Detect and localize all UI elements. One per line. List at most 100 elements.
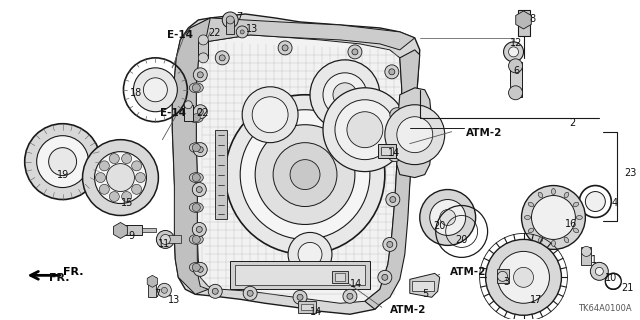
Bar <box>301 304 313 310</box>
Text: 11: 11 <box>158 239 171 249</box>
Ellipse shape <box>189 235 204 244</box>
Bar <box>120 226 143 236</box>
Circle shape <box>240 110 370 239</box>
Circle shape <box>440 210 456 226</box>
Circle shape <box>392 152 398 158</box>
Circle shape <box>595 268 604 275</box>
Circle shape <box>99 184 109 194</box>
Bar <box>509 62 522 97</box>
Circle shape <box>197 72 204 78</box>
Text: 8: 8 <box>529 14 536 24</box>
Circle shape <box>197 147 204 153</box>
Circle shape <box>192 173 200 181</box>
Circle shape <box>352 49 358 55</box>
Circle shape <box>192 183 206 196</box>
Circle shape <box>509 59 522 73</box>
Circle shape <box>132 161 141 171</box>
Text: 2: 2 <box>570 118 575 128</box>
Text: 3: 3 <box>504 277 509 287</box>
Text: 14: 14 <box>388 148 400 158</box>
Polygon shape <box>172 14 420 314</box>
Text: E-14: E-14 <box>168 30 193 40</box>
Circle shape <box>242 87 298 143</box>
Circle shape <box>581 246 591 256</box>
Bar <box>230 261 370 289</box>
Ellipse shape <box>573 228 579 233</box>
Polygon shape <box>172 18 211 294</box>
Ellipse shape <box>189 83 204 93</box>
Bar <box>518 10 529 36</box>
Circle shape <box>212 288 218 294</box>
Circle shape <box>196 227 202 232</box>
Polygon shape <box>147 275 157 287</box>
Circle shape <box>215 51 229 65</box>
Text: 19: 19 <box>56 170 69 180</box>
Circle shape <box>198 35 208 45</box>
Bar <box>412 281 434 291</box>
Circle shape <box>143 78 168 102</box>
Circle shape <box>429 200 466 236</box>
Polygon shape <box>113 222 127 238</box>
Bar <box>198 40 208 58</box>
Circle shape <box>586 192 605 212</box>
Polygon shape <box>196 35 402 303</box>
Text: 9: 9 <box>129 231 134 242</box>
Circle shape <box>255 125 355 224</box>
Circle shape <box>109 154 119 164</box>
Circle shape <box>192 263 200 271</box>
Bar <box>148 277 156 297</box>
Circle shape <box>243 286 257 300</box>
Polygon shape <box>410 273 440 297</box>
Circle shape <box>509 47 518 57</box>
Bar <box>335 273 345 281</box>
Circle shape <box>394 112 400 118</box>
Text: 13: 13 <box>168 295 180 305</box>
Text: 5: 5 <box>422 289 428 299</box>
Ellipse shape <box>564 237 569 243</box>
Text: 14: 14 <box>310 307 323 317</box>
Circle shape <box>288 232 332 276</box>
Ellipse shape <box>189 113 204 123</box>
Circle shape <box>335 100 395 160</box>
Circle shape <box>389 69 395 75</box>
Bar <box>165 236 181 244</box>
Ellipse shape <box>189 203 204 212</box>
Bar <box>236 265 365 285</box>
Circle shape <box>504 42 524 62</box>
Circle shape <box>240 30 244 34</box>
Bar <box>298 301 316 313</box>
Circle shape <box>298 243 322 266</box>
Circle shape <box>49 148 77 176</box>
Polygon shape <box>397 88 432 178</box>
Circle shape <box>497 271 508 281</box>
Circle shape <box>156 230 174 248</box>
Circle shape <box>348 45 362 59</box>
Text: ATM-2: ATM-2 <box>450 268 486 277</box>
Circle shape <box>531 196 575 239</box>
Text: FR.: FR. <box>49 273 69 283</box>
Bar <box>497 269 509 283</box>
Bar <box>378 144 396 158</box>
Circle shape <box>278 41 292 55</box>
Circle shape <box>236 26 248 38</box>
Circle shape <box>36 136 88 188</box>
Text: 13: 13 <box>246 24 259 34</box>
Circle shape <box>134 68 177 112</box>
Ellipse shape <box>528 202 534 207</box>
Circle shape <box>192 84 200 92</box>
Circle shape <box>106 164 134 192</box>
Bar <box>184 105 193 121</box>
Text: E-14: E-14 <box>161 108 186 118</box>
Text: 1: 1 <box>591 255 598 265</box>
Circle shape <box>387 241 393 247</box>
Circle shape <box>161 235 170 244</box>
Circle shape <box>385 65 399 79</box>
Circle shape <box>193 262 207 276</box>
Text: 20: 20 <box>456 236 468 245</box>
Circle shape <box>193 68 207 82</box>
Circle shape <box>197 266 204 272</box>
Circle shape <box>192 204 200 212</box>
Circle shape <box>282 45 288 51</box>
Circle shape <box>383 237 397 252</box>
Circle shape <box>522 186 586 249</box>
